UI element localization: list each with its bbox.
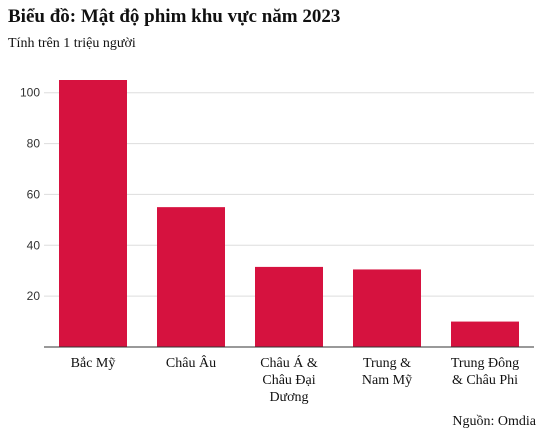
x-tick-label-5: Trung Đông & Châu Phi	[451, 356, 519, 388]
y-tick-80: 80	[27, 137, 41, 151]
y-tick-60: 60	[27, 187, 41, 201]
bar-5	[451, 321, 519, 347]
bar-1	[59, 80, 127, 347]
chart-subtitle: Tính trên 1 triệu người	[8, 36, 136, 51]
bar-3	[255, 266, 323, 347]
bar-2	[157, 207, 225, 347]
bar-4	[353, 269, 421, 347]
x-tick-label-2: Châu Âu	[166, 354, 216, 371]
bars	[59, 80, 519, 347]
x-tick-label-3: Châu Á & Châu Đại Dương	[260, 354, 318, 405]
source-note: Nguồn: Omdia	[452, 414, 536, 429]
chart-title: Biểu đồ: Mật độ phim khu vực năm 2023	[8, 6, 341, 27]
y-tick-20: 20	[27, 289, 41, 303]
x-tick-labels: Bắc Mỹ Châu Âu Châu Á & Châu Đại Dương Trung …	[71, 354, 520, 405]
y-tick-40: 40	[27, 238, 41, 252]
x-tick-label-4: Trung & Nam Mỹ	[362, 356, 412, 388]
y-tick-100: 100	[20, 86, 40, 100]
y-tick-labels: 20 40 60 80 100	[20, 86, 40, 303]
x-tick-label-1: Bắc Mỹ	[71, 356, 116, 371]
